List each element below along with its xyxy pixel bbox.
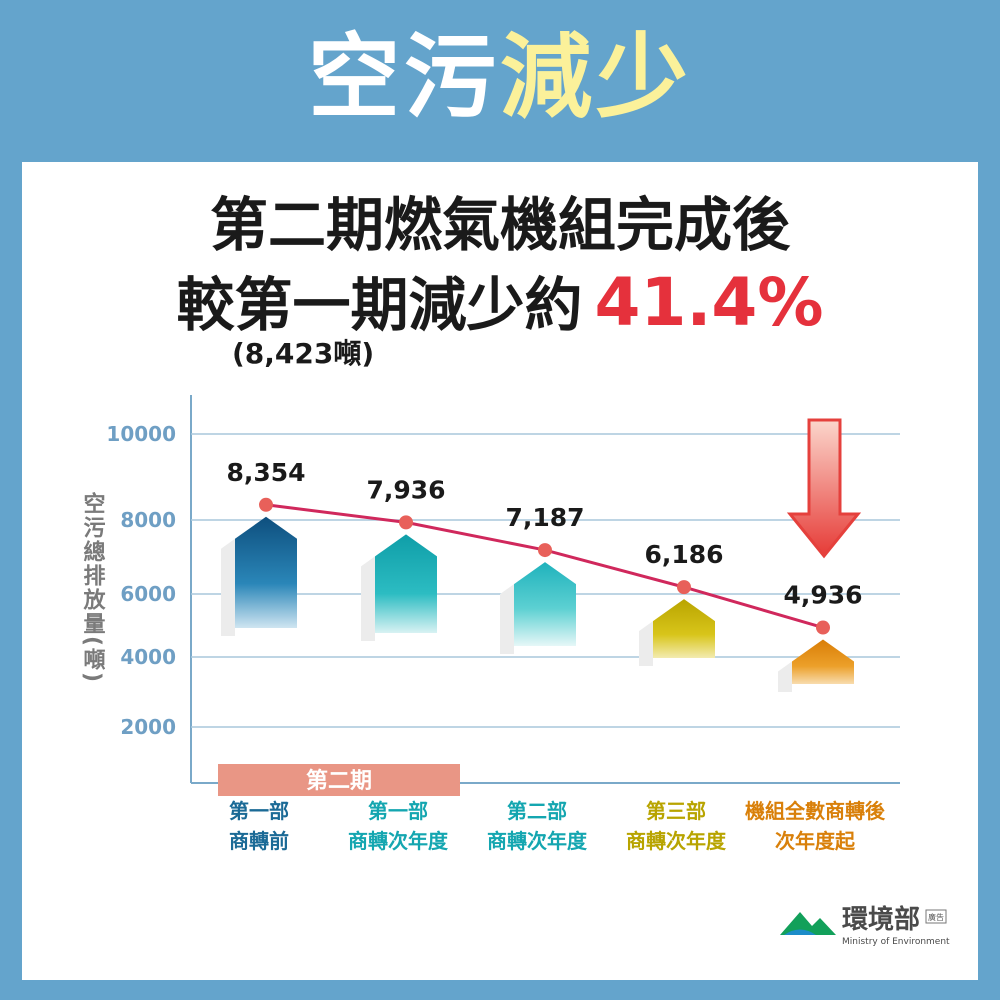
y-tick-label: 8000 (120, 508, 176, 532)
x-category-label: 第一部 (229, 799, 289, 823)
y-tick-label: 6000 (120, 582, 176, 606)
data-label: 4,936 (783, 581, 862, 610)
data-bar (375, 534, 437, 633)
data-point (538, 543, 552, 558)
bar-shadow (778, 661, 792, 692)
x-category-label: 機組全數商轉後 (745, 799, 886, 823)
chart-title-line1: 第二期燃氣機組完成後 (209, 191, 790, 259)
ministry-logo: 環境部 廣告 Ministry of Environment (780, 904, 950, 947)
headline-yellow: 減少 (500, 24, 693, 131)
x-category-label: 商轉次年度 (487, 829, 588, 853)
logo-english: Ministry of Environment (842, 937, 950, 947)
data-point (399, 515, 413, 530)
data-label: 8,354 (226, 458, 305, 487)
x-category-label: 第一部 (368, 799, 428, 823)
x-category-label: 商轉次年度 (348, 829, 449, 853)
y-axis-label: 空污總排放量(噸) (80, 491, 107, 684)
data-label: 7,936 (366, 475, 445, 504)
y-tick-label: 2000 (120, 715, 176, 739)
data-bar (792, 639, 854, 684)
x-category-label: 商轉前 (229, 829, 289, 853)
data-bar (235, 516, 297, 628)
content-card (22, 162, 978, 980)
x-category-label: 第三部 (646, 799, 706, 823)
headline-white: 空污 (307, 24, 500, 131)
bar-shadow (500, 584, 514, 654)
data-bar (514, 562, 576, 646)
x-category-label: 第二部 (507, 799, 567, 823)
chart-title-line2: 較第一期減少約 41.4% (0, 268, 1000, 340)
y-tick-label: 10000 (106, 422, 176, 446)
data-point (816, 620, 830, 635)
y-tick-label: 4000 (120, 645, 176, 669)
ad-tag: 廣告 (928, 912, 944, 922)
mountain-logo-icon (780, 912, 836, 935)
chart-title-prefix: 較第一期減少約 (176, 271, 583, 339)
phase-band (218, 764, 460, 796)
data-point (259, 497, 273, 512)
phase-band-label: 第二期 (306, 768, 372, 794)
headline: 空污減少 (0, 18, 1000, 138)
water-logo-icon (784, 929, 816, 935)
x-category-label: 商轉次年度 (626, 829, 727, 853)
bar-shadow (221, 538, 235, 636)
bar-shadow (639, 621, 653, 666)
x-category-label: 次年度起 (775, 829, 856, 853)
data-label: 7,187 (505, 503, 584, 532)
data-point (677, 580, 691, 595)
data-bar (653, 599, 715, 658)
reduction-tons-note: (8,423噸) (232, 337, 375, 370)
logo-name: 環境部 (842, 904, 920, 935)
bar-shadow (361, 556, 375, 641)
reduction-percent: 41.4% (594, 264, 824, 341)
data-label: 6,186 (644, 540, 723, 569)
down-arrow-icon (786, 418, 862, 559)
